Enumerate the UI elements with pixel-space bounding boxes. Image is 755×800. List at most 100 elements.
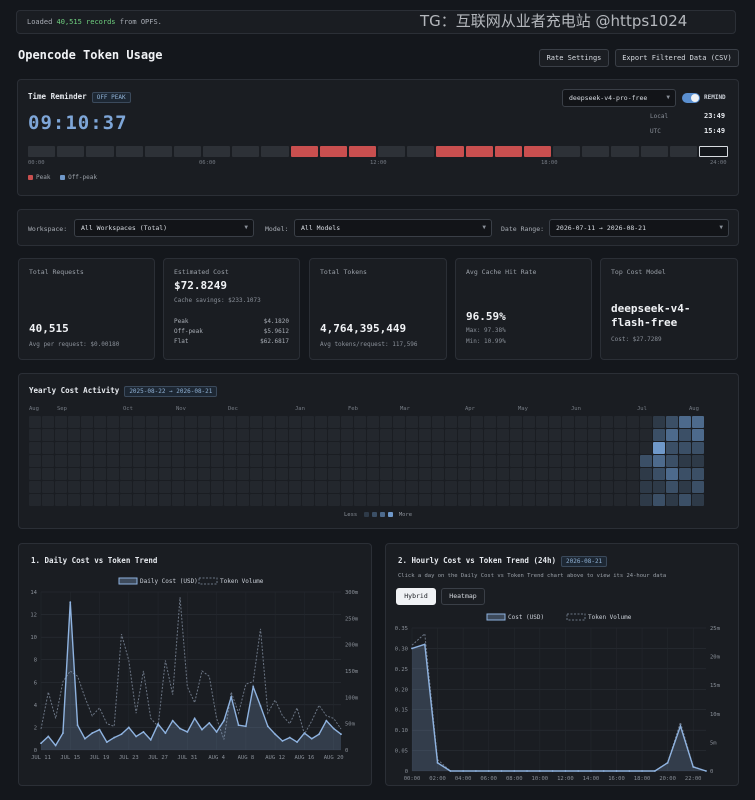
heatmap-day-cell[interactable]	[42, 455, 54, 467]
heatmap-day-cell[interactable]	[393, 468, 405, 480]
heatmap-day-cell[interactable]	[315, 429, 327, 441]
heatmap-day-cell[interactable]	[510, 494, 522, 506]
heatmap-day-cell[interactable]	[354, 429, 366, 441]
heatmap-day-cell[interactable]	[510, 442, 522, 454]
heatmap-day-cell[interactable]	[263, 494, 275, 506]
heatmap-day-cell[interactable]	[692, 442, 704, 454]
heatmap-day-cell[interactable]	[211, 455, 223, 467]
heatmap-day-cell[interactable]	[224, 455, 236, 467]
heatmap-day-cell[interactable]	[666, 494, 678, 506]
heatmap-day-cell[interactable]	[601, 416, 613, 428]
heatmap-day-cell[interactable]	[289, 494, 301, 506]
heatmap-day-cell[interactable]	[510, 455, 522, 467]
heatmap-day-cell[interactable]	[341, 481, 353, 493]
heatmap-day-cell[interactable]	[692, 494, 704, 506]
heatmap-day-cell[interactable]	[68, 481, 80, 493]
heatmap-day-cell[interactable]	[276, 468, 288, 480]
heatmap-day-cell[interactable]	[29, 429, 41, 441]
heatmap-day-cell[interactable]	[172, 429, 184, 441]
heatmap-day-cell[interactable]	[692, 481, 704, 493]
heatmap-day-cell[interactable]	[107, 416, 119, 428]
heatmap-day-cell[interactable]	[601, 494, 613, 506]
heatmap-day-cell[interactable]	[380, 494, 392, 506]
heatmap-day-cell[interactable]	[146, 455, 158, 467]
heatmap-day-cell[interactable]	[614, 416, 626, 428]
heatmap-day-cell[interactable]	[536, 468, 548, 480]
heatmap-day-cell[interactable]	[458, 481, 470, 493]
heatmap-day-cell[interactable]	[146, 429, 158, 441]
heatmap-day-cell[interactable]	[536, 416, 548, 428]
heatmap-day-cell[interactable]	[120, 455, 132, 467]
heatmap-day-cell[interactable]	[445, 468, 457, 480]
heatmap-day-cell[interactable]	[497, 494, 509, 506]
heatmap-day-cell[interactable]	[380, 468, 392, 480]
heatmap-day-cell[interactable]	[302, 494, 314, 506]
heatmap-day-cell[interactable]	[393, 494, 405, 506]
heatmap-day-cell[interactable]	[224, 416, 236, 428]
heatmap-day-cell[interactable]	[367, 429, 379, 441]
heatmap-day-cell[interactable]	[55, 481, 67, 493]
heatmap-day-cell[interactable]	[588, 455, 600, 467]
heatmap-day-cell[interactable]	[419, 455, 431, 467]
heatmap-day-cell[interactable]	[484, 481, 496, 493]
heatmap-day-cell[interactable]	[484, 416, 496, 428]
heatmap-day-cell[interactable]	[55, 442, 67, 454]
heatmap-day-cell[interactable]	[393, 481, 405, 493]
heatmap-day-cell[interactable]	[549, 481, 561, 493]
heatmap-day-cell[interactable]	[133, 481, 145, 493]
heatmap-day-cell[interactable]	[276, 455, 288, 467]
heatmap-day-cell[interactable]	[81, 468, 93, 480]
heatmap-day-cell[interactable]	[445, 429, 457, 441]
heatmap-day-cell[interactable]	[42, 442, 54, 454]
heatmap-day-cell[interactable]	[185, 416, 197, 428]
heatmap-day-cell[interactable]	[198, 455, 210, 467]
heatmap-day-cell[interactable]	[237, 429, 249, 441]
heatmap-day-cell[interactable]	[328, 416, 340, 428]
heatmap-day-cell[interactable]	[42, 481, 54, 493]
model-select[interactable]: All Models ▼	[294, 219, 492, 237]
heatmap-day-cell[interactable]	[549, 455, 561, 467]
heatmap-day-cell[interactable]	[380, 481, 392, 493]
heatmap-day-cell[interactable]	[679, 481, 691, 493]
heatmap-day-cell[interactable]	[471, 416, 483, 428]
heatmap-day-cell[interactable]	[380, 455, 392, 467]
heatmap-day-cell[interactable]	[380, 429, 392, 441]
heatmap-day-cell[interactable]	[367, 442, 379, 454]
heatmap-day-cell[interactable]	[315, 416, 327, 428]
heatmap-day-cell[interactable]	[497, 481, 509, 493]
heatmap-day-cell[interactable]	[55, 455, 67, 467]
heatmap-day-cell[interactable]	[432, 442, 444, 454]
heatmap-day-cell[interactable]	[640, 429, 652, 441]
heatmap-day-cell[interactable]	[276, 442, 288, 454]
heatmap-day-cell[interactable]	[575, 468, 587, 480]
heatmap-day-cell[interactable]	[679, 442, 691, 454]
heatmap-day-cell[interactable]	[237, 455, 249, 467]
heatmap-day-cell[interactable]	[94, 481, 106, 493]
tab-hybrid[interactable]: Hybrid	[396, 588, 436, 605]
heatmap-day-cell[interactable]	[146, 442, 158, 454]
heatmap-day-cell[interactable]	[172, 494, 184, 506]
heatmap-day-cell[interactable]	[458, 429, 470, 441]
heatmap-day-cell[interactable]	[146, 416, 158, 428]
heatmap-day-cell[interactable]	[653, 416, 665, 428]
heatmap-day-cell[interactable]	[94, 468, 106, 480]
heatmap-day-cell[interactable]	[380, 442, 392, 454]
heatmap-day-cell[interactable]	[523, 416, 535, 428]
heatmap-day-cell[interactable]	[172, 416, 184, 428]
heatmap-day-cell[interactable]	[484, 455, 496, 467]
heatmap-day-cell[interactable]	[29, 455, 41, 467]
heatmap-day-cell[interactable]	[107, 494, 119, 506]
heatmap-day-cell[interactable]	[471, 494, 483, 506]
heatmap-day-cell[interactable]	[471, 468, 483, 480]
heatmap-day-cell[interactable]	[55, 416, 67, 428]
heatmap-day-cell[interactable]	[510, 481, 522, 493]
heatmap-day-cell[interactable]	[653, 494, 665, 506]
heatmap-day-cell[interactable]	[354, 416, 366, 428]
heatmap-day-cell[interactable]	[523, 442, 535, 454]
heatmap-day-cell[interactable]	[29, 416, 41, 428]
heatmap-day-cell[interactable]	[523, 429, 535, 441]
heatmap-day-cell[interactable]	[120, 429, 132, 441]
heatmap-day-cell[interactable]	[419, 468, 431, 480]
heatmap-day-cell[interactable]	[224, 481, 236, 493]
heatmap-day-cell[interactable]	[484, 429, 496, 441]
